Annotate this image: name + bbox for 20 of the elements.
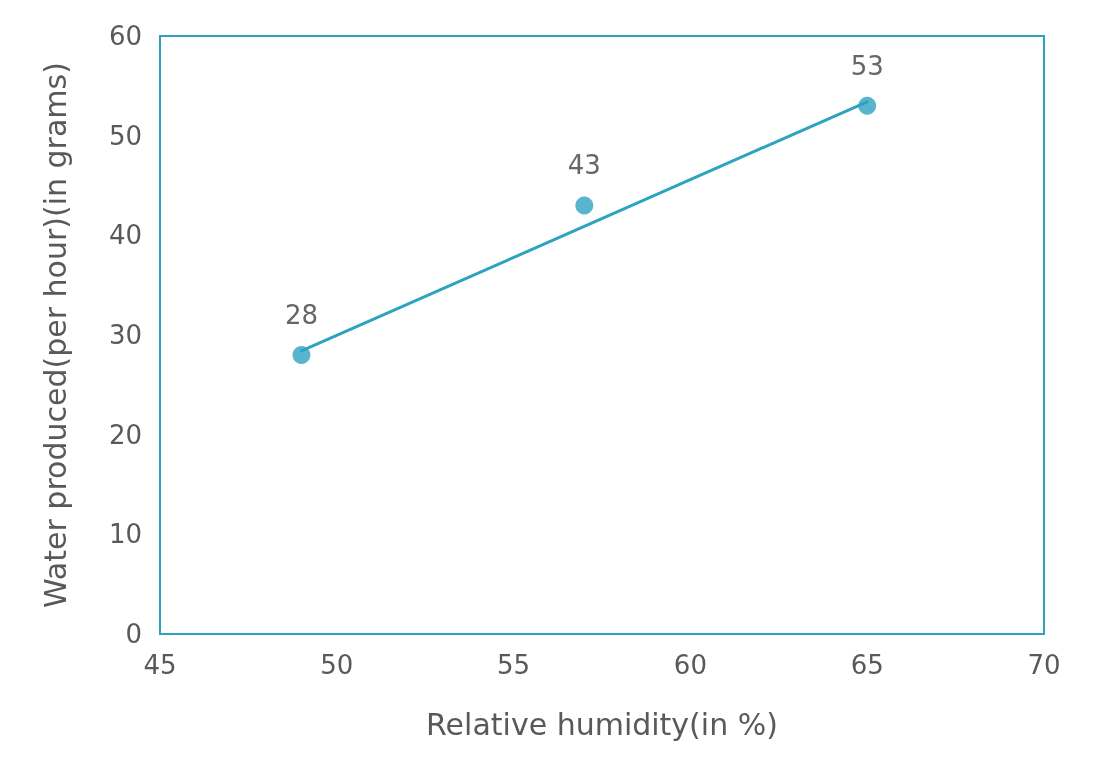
y-tick-label: 10 (108, 519, 142, 550)
point (575, 196, 594, 215)
x-axis-title: Relative humidity(in %) (426, 706, 778, 742)
x-tick-label: 60 (673, 650, 707, 680)
y-tick-label: 30 (108, 320, 142, 350)
y-tick-label: 60 (108, 21, 142, 51)
data-label: 53 (850, 50, 884, 81)
x-tick-label: 55 (497, 650, 531, 680)
y-axis-title: Water produced(per hour)(in grams) (37, 62, 73, 608)
y-tick-label: 40 (108, 220, 142, 251)
data-label: 28 (284, 299, 318, 330)
point (292, 345, 311, 364)
x-tick-label: 65 (850, 650, 884, 680)
x-tick-label: 70 (1027, 650, 1061, 680)
x-tick-label: 45 (143, 650, 177, 680)
y-tick-label: 20 (108, 419, 142, 450)
data-label: 43 (567, 150, 601, 181)
x-tick-label: 50 (320, 650, 354, 680)
y-tick-label: 50 (108, 120, 142, 151)
y-tick-label: 0 (125, 619, 142, 649)
